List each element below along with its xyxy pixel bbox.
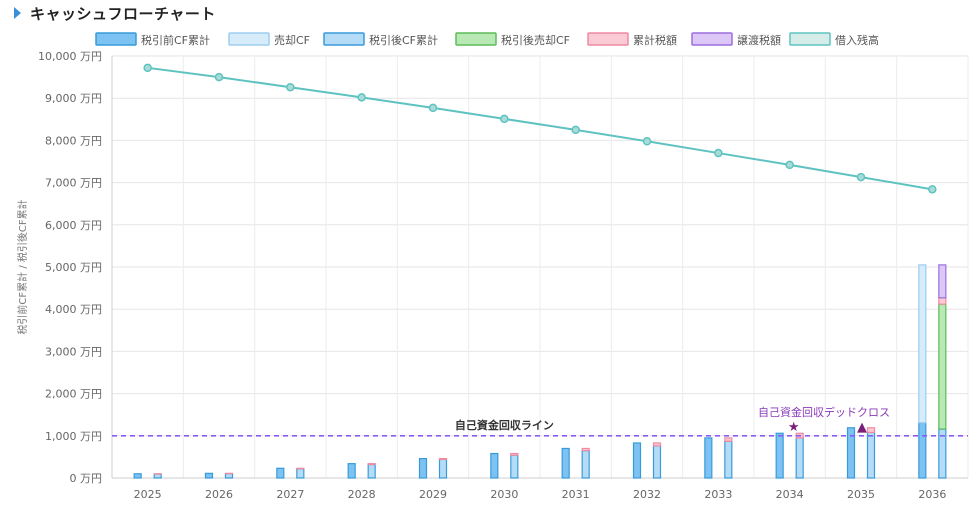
- bar-a-2032: [632, 442, 642, 479]
- legend-swatch[interactable]: [228, 32, 270, 46]
- bar-a-2031: [561, 447, 570, 479]
- bar-b-2028: [367, 463, 376, 479]
- bar-a-2033: [704, 437, 713, 479]
- bar-b-2029: [438, 458, 448, 479]
- x-tick-label: 2033: [704, 488, 732, 501]
- recovery-star-marker: ★: [788, 420, 800, 435]
- bar-b-2033: [724, 437, 733, 442]
- page-title: キャッシュフローチャート: [30, 4, 216, 23]
- recovery-line-label: 自己資金回収ライン: [455, 418, 554, 432]
- loan-balance-point-2031: [571, 125, 580, 135]
- bar-b-2032: [652, 445, 662, 479]
- y-tick-label: 10,000 万円: [38, 50, 102, 63]
- dead-cross-label: 自己資金回収デッドクロス: [758, 405, 890, 419]
- legend-item-label[interactable]: 税引後CF累計: [369, 33, 438, 47]
- y-tick-label: 4,000 万円: [45, 303, 102, 316]
- y-tick-label: 0 万円: [70, 472, 103, 485]
- bar-b-2031: [581, 449, 590, 479]
- bar-b-2032: [652, 442, 662, 447]
- loan-balance-point-2025: [143, 63, 152, 73]
- bar-a-2030: [490, 452, 499, 479]
- bar-b-2028: [367, 463, 376, 466]
- loan-balance-point-2029: [428, 103, 438, 113]
- bar-b-2031: [581, 447, 590, 452]
- loan-balance-point-2032: [642, 136, 652, 146]
- loan-balance-point-2027: [286, 82, 295, 92]
- legend-swatch[interactable]: [691, 32, 733, 46]
- bar-b-2027: [296, 468, 305, 479]
- bar-a-2035: [846, 427, 856, 479]
- dead-cross-marker: ▲: [857, 420, 867, 435]
- y-axis-label: 税引前CF累計 / 税引後CF累計: [16, 199, 29, 334]
- y-tick-label: 6,000 万円: [45, 219, 102, 232]
- chart-header: キャッシュフローチャート: [14, 2, 216, 24]
- bar-a-2034: [775, 432, 784, 479]
- bar-a-2027: [276, 467, 285, 479]
- bar-a-2029: [418, 457, 428, 479]
- bar-a-2025: [133, 473, 142, 479]
- legend-swatch[interactable]: [455, 32, 497, 46]
- loan-balance-point-2036: [928, 185, 937, 194]
- bar-b-2036: [938, 297, 947, 305]
- y-tick-label: 3,000 万円: [45, 345, 102, 358]
- loan-balance-point-2033: [714, 148, 723, 158]
- loan-balance-point-2026: [214, 72, 224, 82]
- bar-b-2033: [724, 440, 733, 479]
- x-tick-label: 2031: [562, 488, 590, 501]
- loan-balance-point-2034: [785, 160, 794, 170]
- legend-swatch[interactable]: [95, 32, 137, 46]
- legend-item-label[interactable]: 税引前CF累計: [141, 33, 210, 47]
- bar-a-2026: [204, 472, 214, 479]
- x-tick-label: 2028: [348, 488, 376, 501]
- legend-item-label[interactable]: 売却CF: [274, 34, 310, 47]
- legend-item-label[interactable]: 借入残高: [835, 33, 879, 47]
- legend-item-label[interactable]: 譲渡税額: [737, 33, 781, 47]
- bar-b-2029: [438, 457, 448, 461]
- bar-b-2035: [866, 427, 876, 434]
- x-tick-label: 2025: [134, 488, 162, 501]
- x-tick-label: 2034: [776, 488, 804, 501]
- bar-a-2036: [918, 264, 927, 424]
- legend-swatch[interactable]: [323, 32, 365, 46]
- x-tick-label: 2026: [205, 488, 233, 501]
- legend-item-label[interactable]: 累計税額: [633, 33, 677, 47]
- bar-b-2026: [224, 472, 234, 479]
- legend-swatch[interactable]: [587, 32, 629, 46]
- x-tick-label: 2030: [490, 488, 518, 501]
- bar-b-2036: [938, 264, 947, 299]
- x-tick-label: 2036: [918, 488, 946, 501]
- loan-balance-line: [147, 66, 933, 191]
- y-tick-label: 1,000 万円: [45, 430, 102, 443]
- caret-right-icon: [14, 7, 21, 19]
- bar-b-2030: [510, 454, 519, 479]
- bar-a-2028: [347, 463, 356, 479]
- bar-b-2025: [153, 473, 162, 479]
- bar-b-2035: [866, 431, 876, 479]
- x-tick-label: 2035: [847, 488, 875, 501]
- x-tick-label: 2027: [276, 488, 304, 501]
- bar-b-2030: [510, 452, 519, 456]
- y-tick-label: 9,000 万円: [45, 92, 102, 105]
- loan-balance-point-2028: [357, 93, 366, 102]
- y-tick-label: 5,000 万円: [45, 261, 102, 274]
- bar-b-2036: [938, 303, 947, 430]
- bar-b-2034: [795, 437, 804, 479]
- loan-balance-point-2035: [856, 172, 866, 182]
- legend-swatch[interactable]: [789, 32, 831, 46]
- y-tick-label: 8,000 万円: [45, 134, 102, 147]
- legend-item-label[interactable]: 税引後売却CF: [501, 33, 570, 47]
- bar-a-2036: [918, 422, 927, 479]
- x-tick-label: 2032: [633, 488, 661, 501]
- x-tick-label: 2029: [419, 488, 447, 501]
- y-tick-label: 2,000 万円: [45, 388, 102, 401]
- loan-balance-point-2030: [500, 114, 509, 124]
- y-tick-label: 7,000 万円: [45, 177, 102, 190]
